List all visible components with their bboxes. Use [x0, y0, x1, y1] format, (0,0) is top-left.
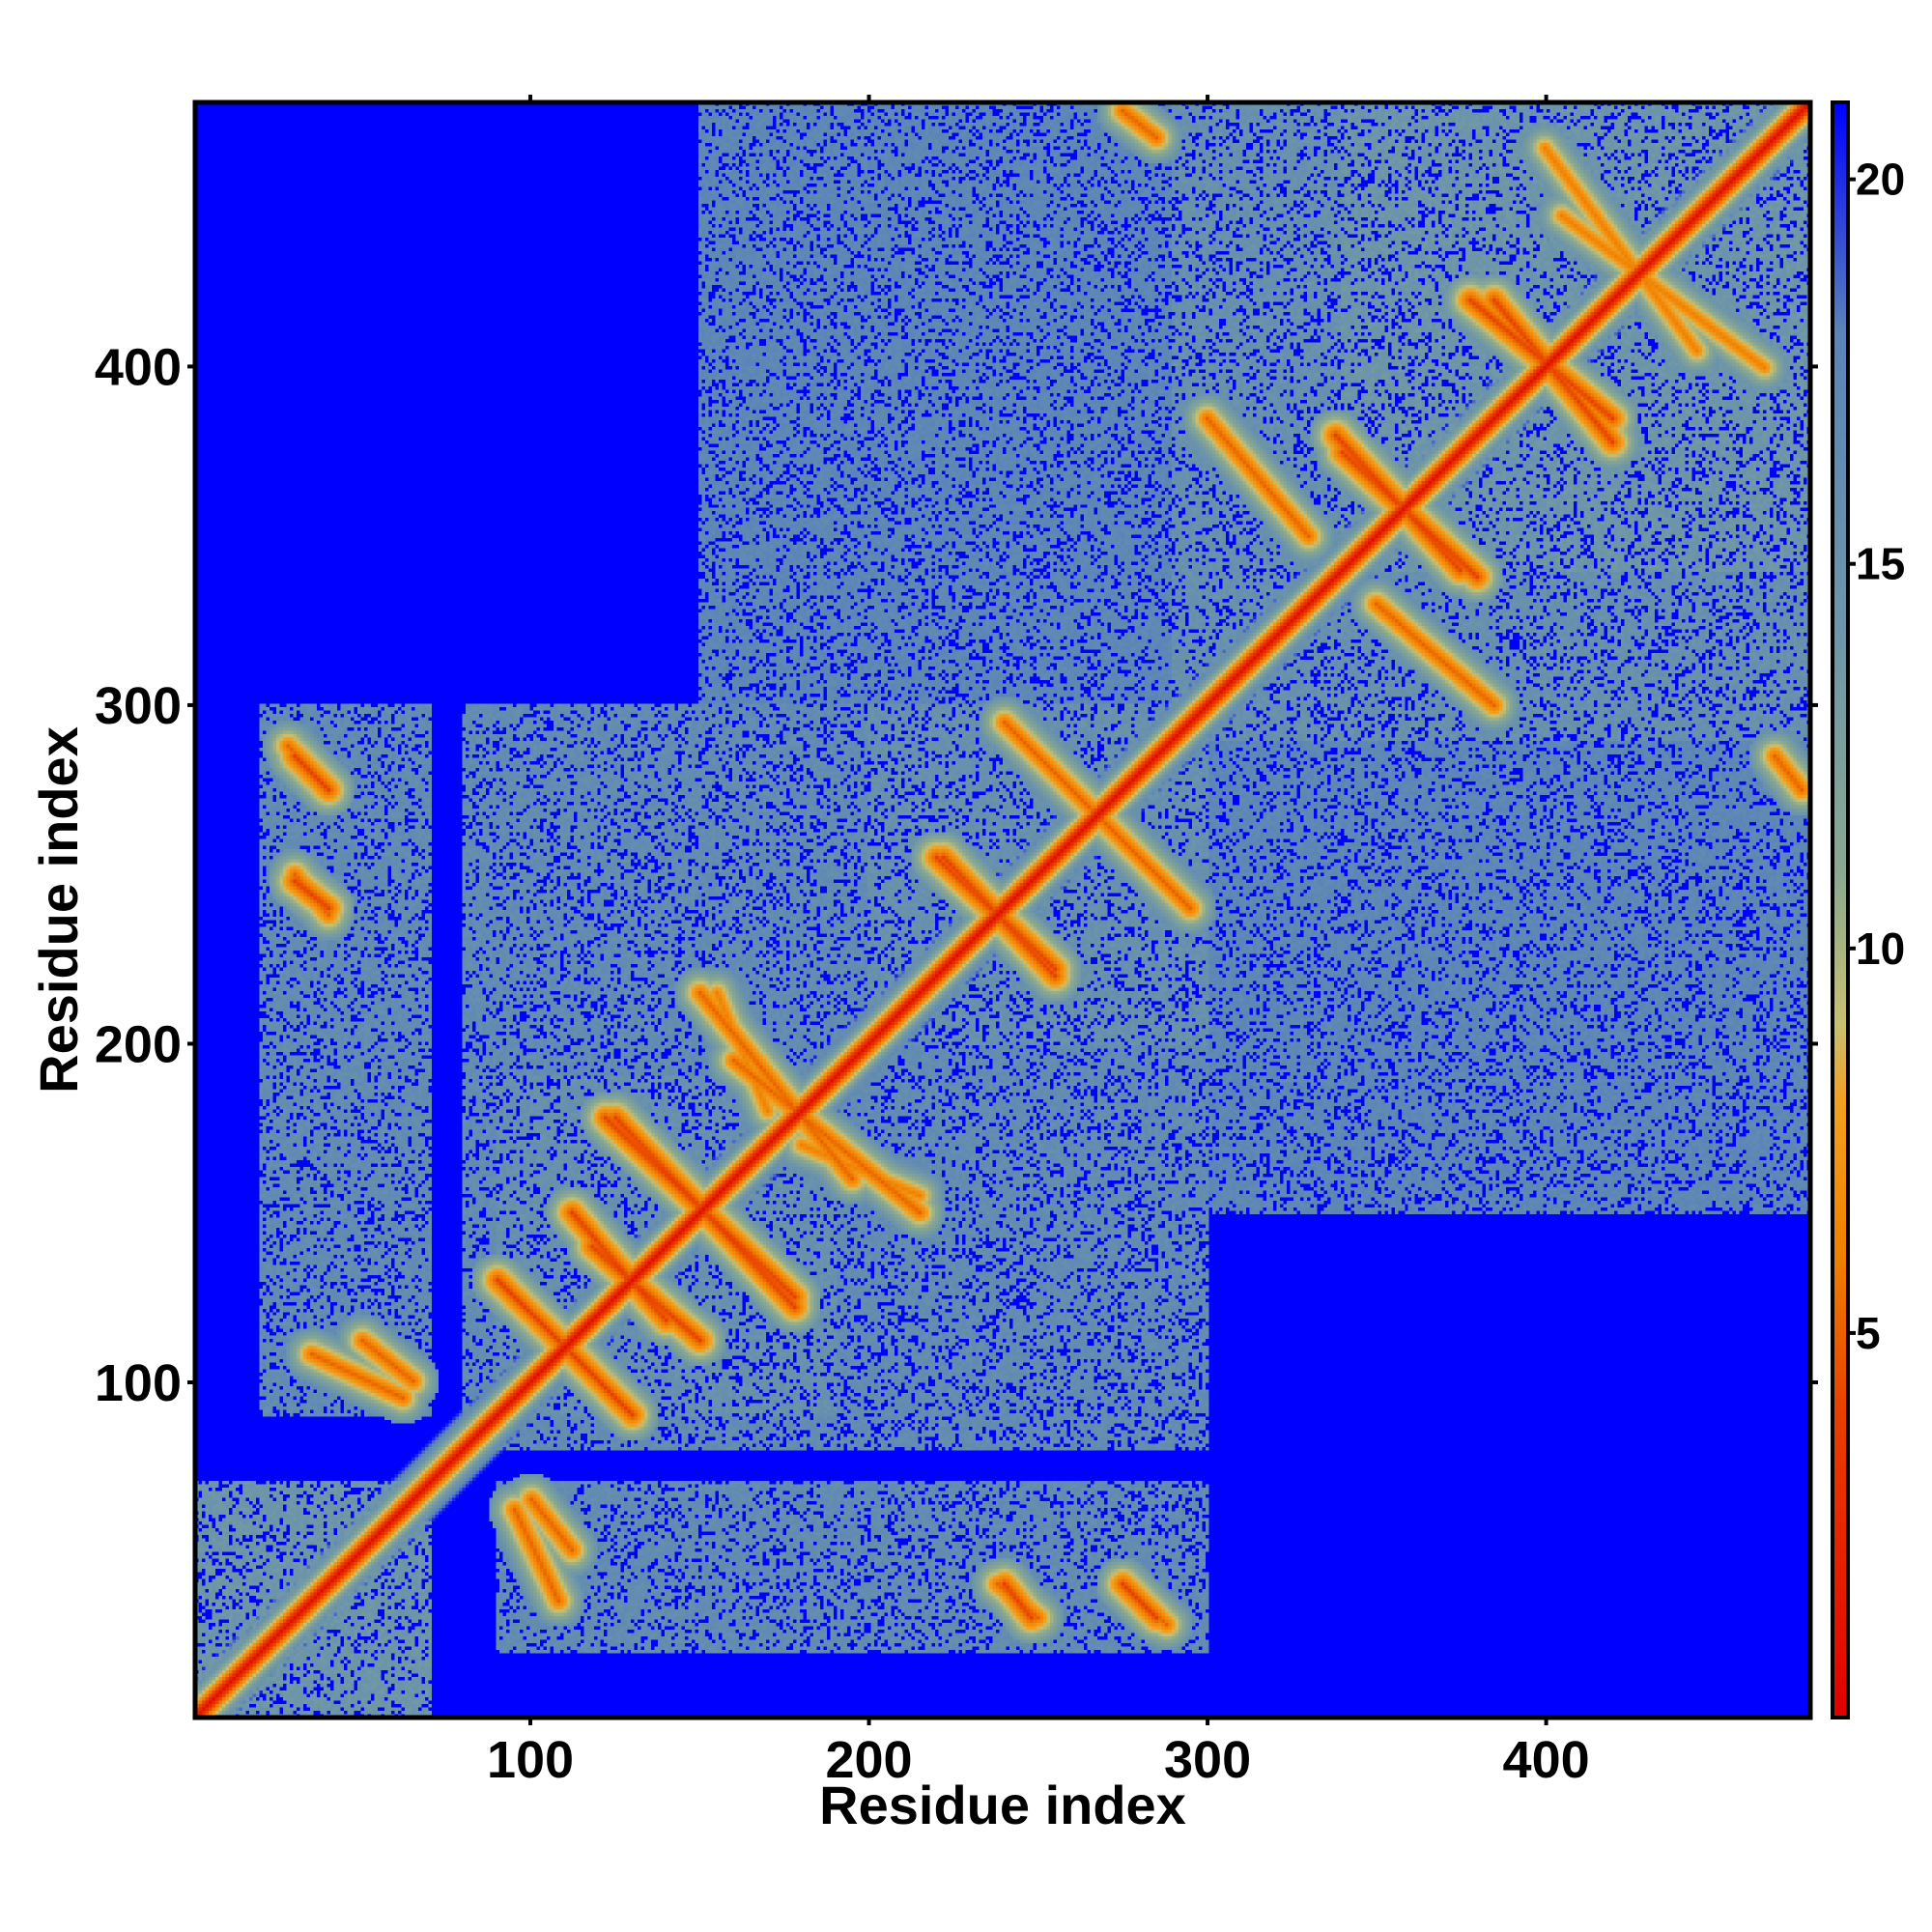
- x-axis: 100 200 300 400: [487, 95, 1590, 1789]
- colorbar: 5 10 15 20: [1831, 100, 1905, 1719]
- plot-frame: [192, 99, 1813, 1720]
- y-axis: 100 200 300 400: [95, 338, 1818, 1412]
- y-axis-title: Residue index: [28, 726, 89, 1094]
- heatmap-cells: [195, 102, 1810, 1718]
- heatmap-plot: [195, 102, 1810, 1718]
- x-tick-label: 400: [1503, 1731, 1590, 1789]
- colorbar-tick-label: 20: [1856, 155, 1905, 205]
- x-tick-label: 100: [487, 1731, 574, 1789]
- x-axis-title: Residue index: [819, 1775, 1186, 1835]
- colorbar-tick-label: 5: [1856, 1308, 1881, 1358]
- x-tick-label: 200: [825, 1731, 912, 1789]
- colorbar-tick-label: 10: [1856, 923, 1905, 974]
- y-tick-label: 200: [95, 1015, 182, 1073]
- y-tick-label: 300: [95, 677, 182, 735]
- y-tick-label: 100: [95, 1354, 182, 1412]
- x-tick-label: 300: [1164, 1731, 1251, 1789]
- colorbar-gradient: [1831, 100, 1850, 1719]
- y-tick-label: 400: [95, 338, 182, 396]
- colorbar-tick-label: 15: [1856, 539, 1905, 589]
